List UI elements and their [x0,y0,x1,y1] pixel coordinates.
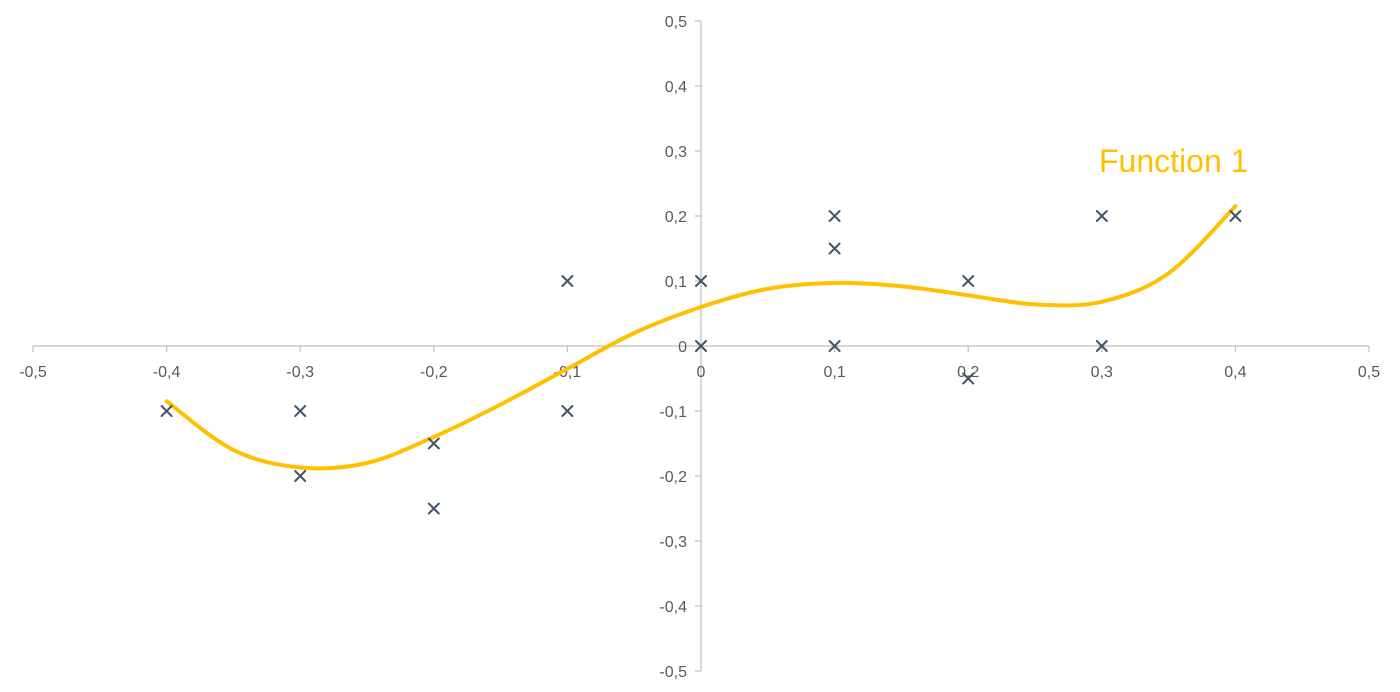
data-point [561,275,574,287]
y-axis-ticks: -0,5 -0,4 -0,3 -0,2 -0,1 0 0,1 0,2 0,3 0,4 0,5 [659,14,701,681]
y-tick-label: -0,4 [659,599,687,616]
data-point [695,340,707,352]
x-axis-ticks: -0,5 -0,4 -0,3 -0,2 -0,1 0 0,1 0,2 0,3 0,4 0,5 [19,346,1380,381]
x-tick-label: 0 [697,364,706,381]
curve-label: Function 1 [1099,143,1248,179]
y-tick-label: 0,4 [665,79,687,96]
y-tick-label: -0,1 [659,404,687,421]
x-tick-label: -0,4 [153,364,181,381]
function-1-curve [164,204,1238,471]
x-tick-label: -0,5 [19,364,47,381]
data-point [427,437,440,450]
data-point [294,470,307,482]
data-point [828,242,841,255]
data-point [828,340,841,352]
data-point [828,210,841,222]
y-tick-label: -0,5 [659,664,687,681]
data-point [1095,340,1108,352]
data-point [962,372,975,385]
data-point [294,405,307,417]
data-point [962,275,975,287]
y-tick-label: 0 [678,339,687,356]
y-tick-label: 0,2 [665,209,687,226]
x-tick-label: 0,1 [823,364,845,381]
y-tick-label: 0,1 [665,274,687,291]
data-point [1095,210,1108,222]
data-point [561,405,574,417]
data-point [1229,210,1242,222]
x-tick-label: 0,4 [1224,364,1246,381]
x-tick-label: 0,5 [1358,364,1380,381]
data-points-layer [160,210,1242,515]
data-point [695,275,707,287]
y-tick-label: 0,5 [665,14,687,31]
x-tick-label: 0,3 [1091,364,1113,381]
data-point [427,502,440,515]
function-curve-layer [164,204,1238,471]
y-tick-label: 0,3 [665,144,687,161]
x-tick-label: -0,3 [286,364,314,381]
y-tick-label: -0,3 [659,534,687,551]
x-tick-label: -0,2 [420,364,448,381]
y-tick-label: -0,2 [659,469,687,486]
x-tick-label: 0,2 [957,364,979,381]
x-tick-label: -0,1 [554,364,582,381]
data-point [160,405,173,417]
